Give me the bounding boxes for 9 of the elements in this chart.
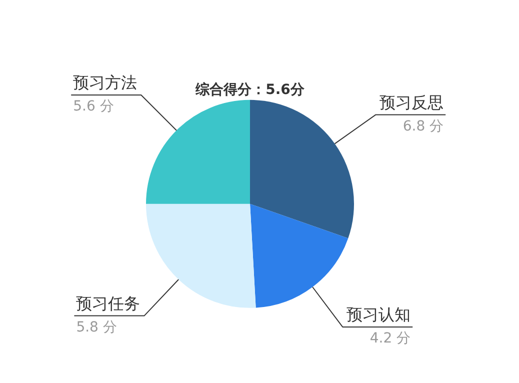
slice-label: 预习反思 [380, 92, 444, 112]
data-label: 5.6 分 [73, 98, 114, 115]
data-label: 5.8 分 [76, 319, 117, 336]
slice-label: 预习认知 [346, 305, 411, 324]
text: 综合得分：5.6分 [194, 81, 306, 98]
slice-label: 预习任务 [76, 294, 140, 313]
data-label: 6.8 分 [402, 118, 444, 134]
data-label: 4.2 分 [370, 330, 411, 347]
slice-label: 预习方法 [73, 73, 138, 92]
